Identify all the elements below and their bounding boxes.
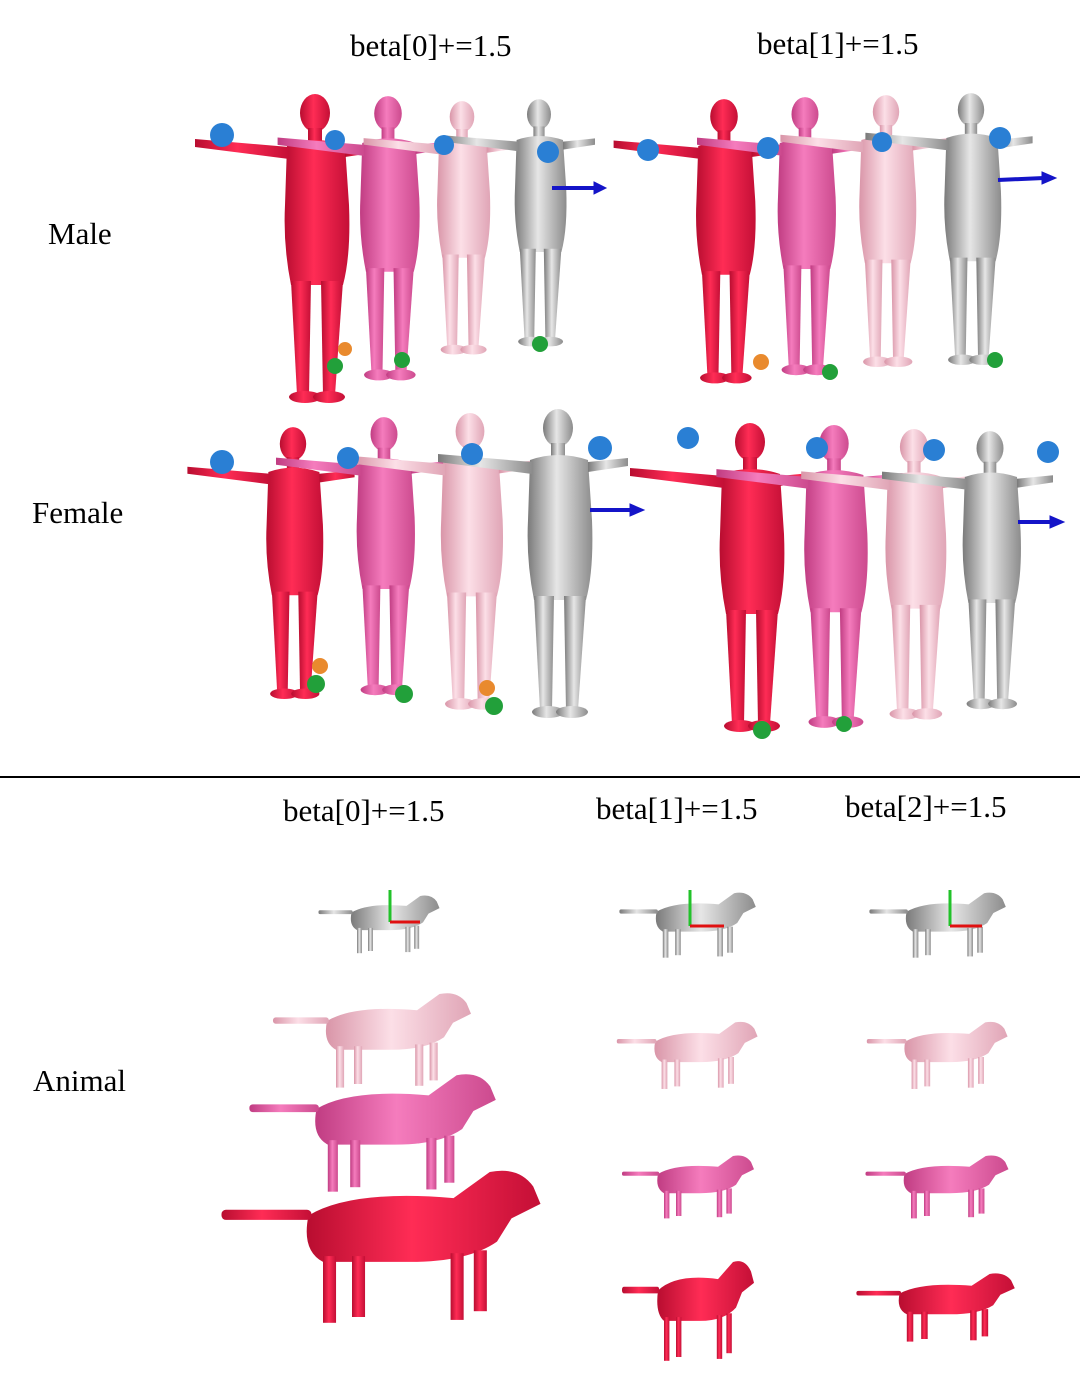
animal-beta1-pink: [622, 1155, 754, 1219]
animal-beta2-pink: [865, 1155, 1009, 1219]
animal-beta1-red: [622, 1261, 754, 1361]
animal-beta0-lightpink: [273, 993, 471, 1088]
header-animal-beta2: beta[2]+=1.5: [845, 789, 1007, 824]
row-label-animal: Animal: [33, 1063, 126, 1098]
animal-beta0-red: [221, 1170, 541, 1323]
animal-beta1-gray: [619, 892, 756, 958]
header-human-beta1: beta[1]+=1.5: [757, 26, 919, 61]
header-human-beta0: beta[0]+=1.5: [350, 28, 512, 63]
animal-beta2-gray: [869, 892, 1006, 958]
female-beta1-red: [630, 423, 820, 732]
animal-beta2-red: [856, 1273, 1015, 1342]
animal-beta0-gray: [318, 895, 440, 954]
header-animal-beta0: beta[0]+=1.5: [283, 793, 445, 828]
animal-beta0-pink: [249, 1074, 496, 1192]
row-label-female: Female: [32, 495, 124, 530]
section-divider: [0, 776, 1080, 778]
animal-beta1-lightpink: [616, 1021, 758, 1089]
animal-beta2-lightpink: [866, 1021, 1008, 1089]
row-label-male: Male: [48, 216, 112, 251]
header-animal-beta1: beta[1]+=1.5: [596, 791, 758, 826]
